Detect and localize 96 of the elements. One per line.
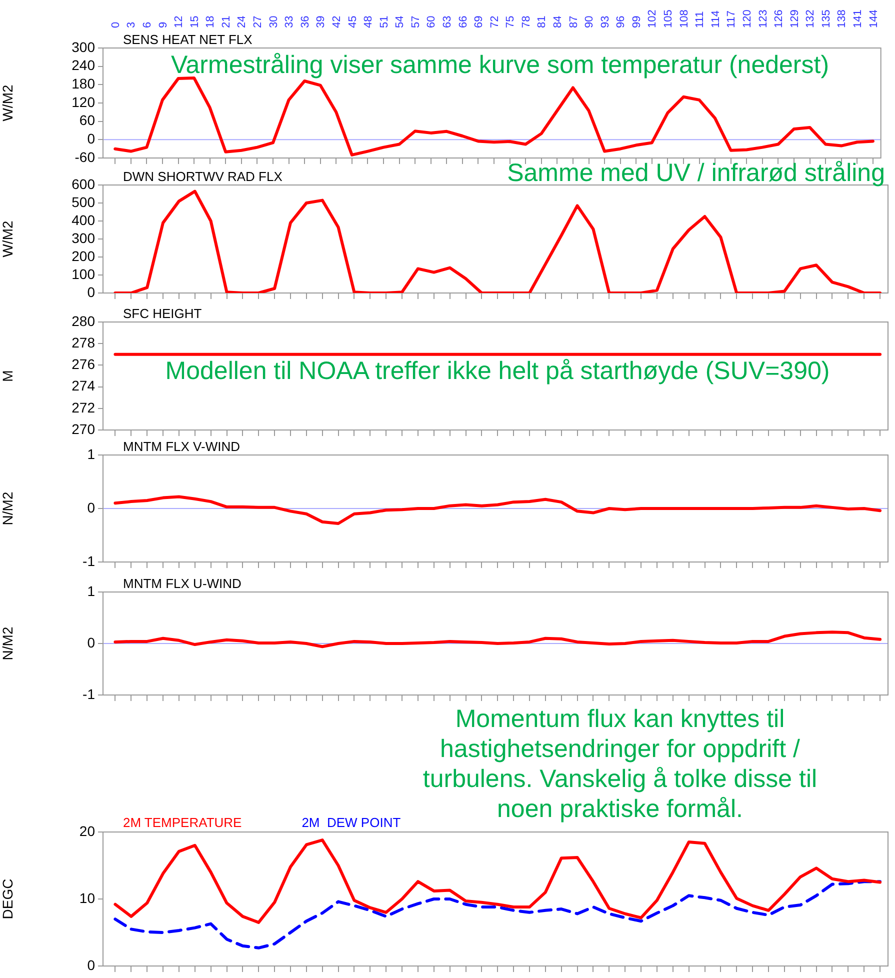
x-tick-label: 54 [394,16,406,28]
x-tick-label: 72 [488,16,501,28]
x-tick-label: 87 [568,16,580,28]
y-tick-label: 20 [79,822,96,839]
y-axis-title: M [0,370,16,382]
x-tick-label: 81 [536,16,548,28]
x-tick-label: 99 [630,16,643,28]
x-tick-label: 90 [584,16,596,28]
series-label: 2M TEMPERATURE [123,815,242,830]
annotation: Samme med UV / infrarød stråling [506,158,885,188]
x-tick-label: 60 [426,16,438,28]
x-tick-label: 30 [268,16,280,28]
x-tick-label: 9 [157,22,170,28]
x-tick-label: 15 [188,16,201,28]
y-tick-label: 274 [72,378,96,394]
x-tick-label: 120 [741,10,754,28]
x-tick-label: 78 [520,16,532,28]
x-tick-label: 21 [220,16,232,28]
x-tick-label: 75 [504,16,517,28]
x-tick-label: 123 [757,10,770,28]
y-tick-label: 276 [72,356,96,372]
x-tick-label: 12 [173,16,186,28]
x-tick-label: 135 [820,10,832,28]
annotation: Modellen til NOAA treffer ikke helt på starthøyde (SUV=390) [164,356,831,386]
y-tick-label: 200 [72,248,96,264]
x-tick-label: 117 [726,10,738,28]
y-tick-label: 280 [72,312,96,329]
y-tick-label: 1 [87,446,96,462]
y-tick-label: 100 [72,266,96,282]
x-tick-label: 114 [710,10,722,28]
y-axis-title: DEGC [0,878,16,920]
x-tick-label: 93 [599,16,612,28]
x-tick-label: 111 [694,11,706,28]
x-tick-label: 63 [441,16,454,28]
y-tick-label: 300 [72,230,96,246]
x-tick-label: 51 [378,16,390,28]
y-axis-title: N/M2 [0,492,16,526]
y-tick-label: 0 [87,956,96,973]
x-tick-label: 39 [315,16,328,28]
chart-title: MNTM FLX V-WIND [123,439,240,454]
y-tick-label: 278 [72,334,96,350]
x-tick-label: 66 [457,16,470,28]
y-tick-label: -1 [82,686,96,702]
x-tick-label: 102 [646,10,659,28]
chart-title: MNTM FLX U-WIND [123,576,242,591]
y-axis-title: W/M2 [0,220,16,258]
y-tick-label: 60 [79,112,96,128]
y-tick-label: -1 [82,552,96,569]
y-tick-label: 180 [72,76,96,92]
y-tick-label: 120 [72,94,96,110]
y-tick-label: 0 [87,634,96,650]
annotation: Varmestråling viser samme kurve som temperatur (nederst) [170,50,830,80]
y-tick-label: 0 [87,130,96,147]
x-tick-label: 6 [142,22,154,28]
x-tick-label: 138 [836,10,848,28]
y-tick-label: 300 [72,38,96,55]
line-series [114,880,882,950]
text: Momentum flux kan knyttes til hastighetsendringer for oppdrift / turbulens. Vanskelig å tolke disse til noen praktiske formål. [422,704,818,824]
x-tick-label: 108 [678,10,690,28]
x-tick-label: 36 [299,16,312,28]
y-axis-title: W/M2 [0,84,16,122]
y-tick-label: 270 [72,420,96,437]
x-tick-label: 48 [362,16,375,28]
y-tick-label: 10 [79,890,96,906]
x-tick-label: 42 [330,16,343,28]
x-tick-label: 69 [473,16,486,28]
x-tick-label: 126 [773,10,786,28]
x-tick-label: 141 [852,10,864,28]
x-tick-label: 33 [284,16,296,28]
y-tick-label: -60 [74,148,96,165]
y-tick-label: 240 [72,57,96,74]
y-tick-label: 0 [87,284,96,300]
chart-title: DWN SHORTWV RAD FLX [123,169,282,184]
y-tick-label: 272 [72,399,96,416]
y-tick-label: 0 [87,499,96,516]
x-tick-label: 27 [252,16,264,28]
x-tick-label: 105 [662,10,675,28]
y-axis-title: N/M2 [0,626,16,660]
x-tick-label: 0 [110,22,122,28]
x-tick-label: 45 [346,16,359,28]
y-tick-label: 400 [72,212,96,228]
text: 2M DEW POINT [302,815,401,830]
x-tick-label: 144 [868,10,880,28]
x-tick-label: 84 [552,16,564,28]
y-tick-label: 600 [72,176,96,192]
x-tick-label: 129 [788,10,801,28]
y-tick-label: 500 [72,194,96,210]
x-tick-label: 132 [804,10,817,28]
x-tick-label: 24 [236,16,248,28]
x-tick-label: 57 [410,16,422,28]
chart-title: SFC HEIGHT [123,306,202,321]
chart-title: SENS HEAT NET FLX [123,32,252,47]
y-tick-label: 1 [87,582,96,599]
x-tick-label: 3 [126,22,138,28]
x-tick-label: 18 [204,16,217,28]
x-tick-label: 96 [615,16,628,28]
